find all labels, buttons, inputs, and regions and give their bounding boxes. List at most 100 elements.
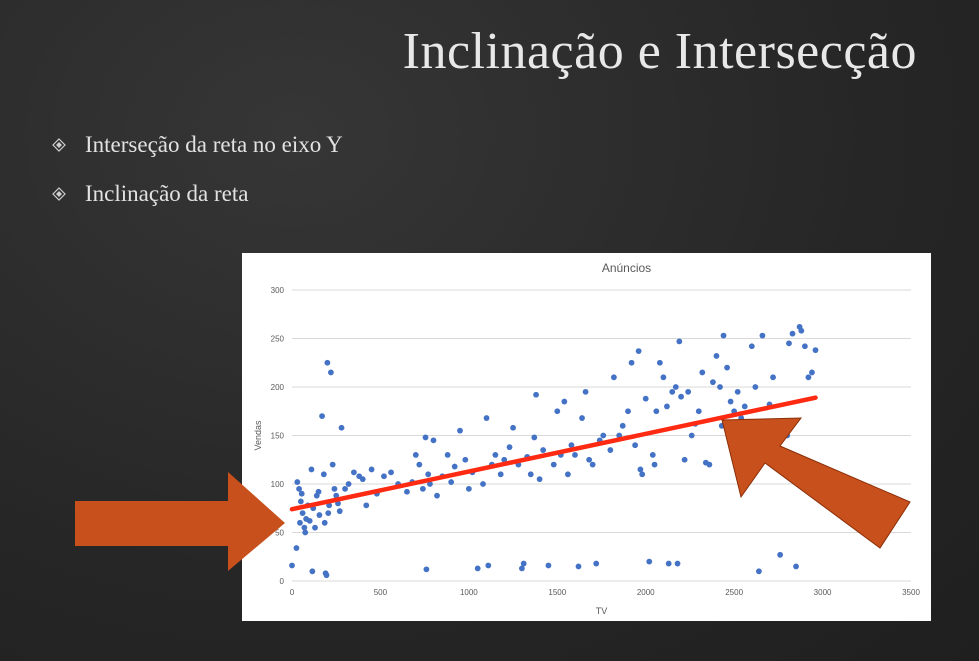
data-point [777,551,784,558]
data-point [756,568,762,575]
data-point [572,452,578,458]
data-point [649,452,656,458]
data-point [672,384,679,390]
data-point [298,490,305,497]
data-point [579,415,585,421]
data-point [329,461,336,468]
data-point [724,364,730,371]
data-point [325,510,332,516]
data-point [639,471,646,478]
data-point [368,466,375,473]
data-point [720,332,727,339]
data-point [669,388,676,395]
data-point [423,566,430,573]
data-point [338,424,345,431]
data-point [485,562,492,569]
data-point [520,560,527,567]
data-point [660,374,667,381]
data-point [363,502,370,509]
data-point [727,398,734,405]
data-point [425,471,432,478]
data-point [656,359,663,366]
data-point [320,471,327,478]
data-point [770,374,776,381]
data-point [510,424,516,431]
data-point [297,498,304,505]
bullet-item-slope: Inclinação da reta [52,177,343,211]
data-point [786,340,792,347]
data-point [427,481,433,487]
data-point [536,476,543,483]
data-point [678,393,684,400]
data-point [506,444,513,451]
data-point [628,359,635,366]
data-point [309,568,316,575]
data-point [575,563,582,570]
data-point [568,442,575,449]
data-point [734,388,741,395]
data-point [759,332,766,339]
data-point [717,384,723,390]
data-point [550,461,557,468]
x-tick-label: 1500 [548,588,566,597]
data-point [457,427,463,434]
data-point [497,471,504,478]
data-point [545,562,552,569]
data-point [388,469,394,476]
data-point [685,388,692,395]
y-axis-label: Vendas [253,420,263,451]
data-point [793,563,799,570]
data-point [600,432,607,439]
x-tick-label: 2500 [725,588,743,597]
data-point [741,403,748,410]
data-point [812,347,819,354]
data-point [674,560,681,567]
data-point [434,492,440,499]
data-point [296,485,302,492]
data-point [589,461,596,468]
data-point [752,384,759,390]
data-point [784,432,791,439]
data-point [302,529,309,536]
data-point [316,512,323,518]
data-point [533,391,539,398]
data-point [419,485,426,492]
data-point [745,432,752,439]
data-point [651,461,658,468]
data-point [412,452,419,458]
data-point [404,488,410,495]
diamond-bullet-icon [52,138,78,152]
bullet-item-intercept: Interseção da reta no eixo Y [52,128,343,162]
data-point [319,413,325,419]
data-point [451,463,458,470]
data-point [593,560,600,567]
slide-title: Inclinação e Intersecção [402,23,917,80]
data-point [801,343,808,350]
data-point [422,434,429,441]
data-point [289,562,295,569]
data-point [444,452,451,458]
data-point [653,408,660,415]
data-point [312,524,318,531]
data-point [789,330,796,337]
data-point [519,565,525,572]
data-point [483,415,490,421]
data-point [321,519,328,526]
data-point [323,572,330,579]
x-axis-label: TV [596,606,608,616]
data-point [462,456,469,463]
data-point [540,447,547,453]
bullet-text: Interseção da reta no eixo Y [85,132,343,157]
data-point [564,471,571,478]
data-point [351,469,357,476]
data-point [531,434,538,441]
x-tick-label: 3500 [902,588,920,597]
x-tick-label: 2000 [637,588,655,597]
data-point [586,456,593,463]
data-point [805,374,812,381]
y-tick-label: 50 [275,529,284,538]
data-point [301,524,308,531]
data-point [748,343,755,350]
data-point [474,565,481,572]
